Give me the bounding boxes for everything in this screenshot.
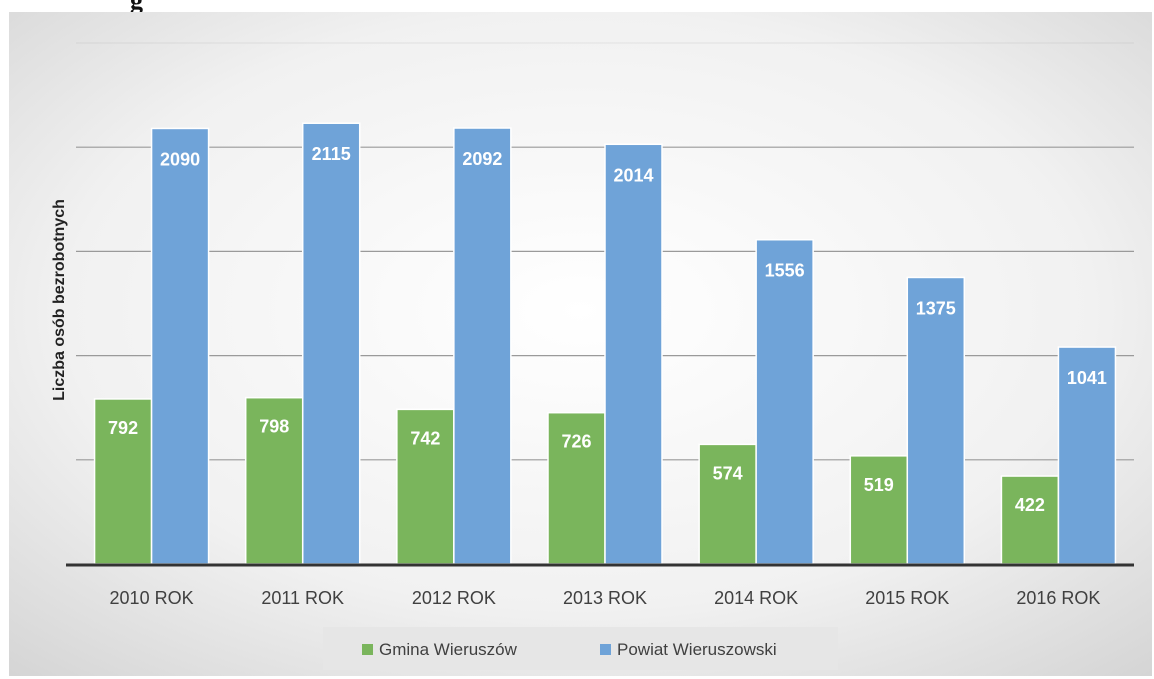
x-tick-label: 2011 ROK bbox=[261, 588, 344, 608]
bar-gmina bbox=[849, 455, 909, 565]
data-label: 2092 bbox=[462, 149, 502, 169]
x-tick-label: 2014 ROK bbox=[714, 588, 798, 608]
bar-powiat bbox=[453, 127, 512, 565]
legend-label: Powiat Wieruszowski bbox=[617, 640, 777, 659]
legend: Gmina Wieruszów Powiat Wieruszowski bbox=[323, 627, 838, 670]
data-label: 726 bbox=[561, 432, 591, 452]
x-tick-label: 2013 ROK bbox=[563, 588, 647, 608]
legend-box bbox=[323, 627, 838, 670]
x-tick-label: 2010 ROK bbox=[110, 588, 194, 608]
x-tick-label: 2016 ROK bbox=[1016, 588, 1100, 608]
data-label: 422 bbox=[1015, 495, 1045, 515]
data-label: 1375 bbox=[916, 298, 956, 318]
bar-gmina bbox=[547, 411, 606, 565]
legend-label: Gmina Wieruszów bbox=[379, 640, 518, 659]
header-fragment: g bbox=[130, 0, 143, 15]
data-label: 792 bbox=[108, 418, 138, 438]
bar-powiat bbox=[755, 238, 814, 565]
data-label: 1556 bbox=[765, 261, 805, 281]
x-tick-label: 2015 ROK bbox=[865, 588, 949, 608]
data-labels: 792 2090 798 2115 742 2092 726 2014 574 1556 519 13… bbox=[108, 144, 1107, 515]
x-tick-label: 2012 ROK bbox=[412, 588, 496, 608]
y-axis-label: Liczba osób bezrobotnych bbox=[51, 199, 68, 401]
data-label: 2014 bbox=[613, 165, 653, 185]
bars bbox=[93, 122, 1117, 565]
bar-gmina bbox=[698, 443, 757, 565]
bar-powiat bbox=[150, 127, 210, 565]
data-label: 2090 bbox=[160, 149, 200, 169]
bar-powiat bbox=[906, 276, 966, 565]
bar-powiat bbox=[604, 143, 663, 565]
data-label: 574 bbox=[713, 463, 743, 483]
data-label: 2115 bbox=[312, 144, 351, 164]
bar-gmina bbox=[1000, 475, 1060, 565]
data-label: 1041 bbox=[1067, 368, 1107, 388]
legend-swatch bbox=[362, 644, 373, 655]
bar-powiat bbox=[301, 122, 361, 565]
data-label: 798 bbox=[259, 417, 289, 437]
legend-swatch bbox=[600, 644, 611, 655]
x-tick-labels: 2010 ROK 2011 ROK 2012 ROK 2013 ROK 2014 ROK… bbox=[110, 588, 1101, 608]
data-label: 742 bbox=[410, 428, 440, 448]
data-label: 519 bbox=[864, 475, 894, 495]
